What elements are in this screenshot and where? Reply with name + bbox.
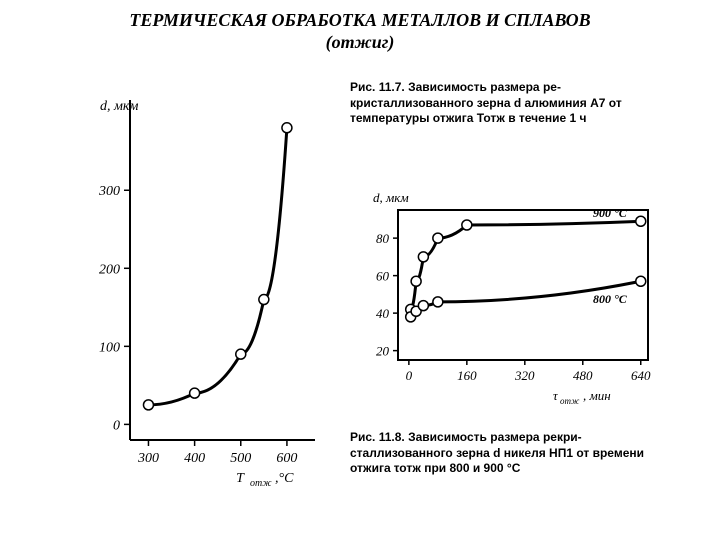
svg-text:, мин: , мин [583,388,611,403]
caption-fig-11-8: Рис. 11.8. Зависимость размера рекри­ста… [350,430,660,477]
left-chart: 0 100 200 300 300 400 500 600 d, мкм Tотж,°C [80,90,320,495]
svg-text:500: 500 [230,451,251,466]
svg-text:800 °C: 800 °C [593,292,628,306]
svg-text:отж: отж [250,478,272,489]
svg-text:600: 600 [276,451,297,466]
svg-text:0: 0 [113,418,120,433]
svg-text:0: 0 [406,368,413,383]
svg-text:400: 400 [184,451,205,466]
svg-text:,°C: ,°C [275,471,294,486]
right-chart-svg: 20 40 60 80 0 160 320 480 640 d, мкм τотж, мин 900 … [350,180,660,410]
svg-text:60: 60 [376,269,390,284]
svg-text:20: 20 [376,344,390,359]
svg-text:T: T [236,471,245,486]
page-title-line1: ТЕРМИЧЕСКАЯ ОБРАБОТКА МЕТАЛЛОВ И СПЛАВОВ [0,10,720,32]
svg-text:640: 640 [631,368,651,383]
svg-text:τ: τ [553,388,559,403]
svg-text:300: 300 [137,451,159,466]
svg-text:40: 40 [376,306,390,321]
svg-text:80: 80 [376,231,390,246]
page-title-line2: (отжиг) [0,32,720,54]
left-chart-svg: 0 100 200 300 300 400 500 600 d, мкм Tотж,°C [80,90,320,490]
svg-text:900 °C: 900 °C [593,206,628,220]
svg-text:d, мкм: d, мкм [100,99,138,114]
caption-fig-11-7: Рис. 11.7. Зависимость размера ре­криста… [350,80,650,127]
svg-text:160: 160 [457,368,477,383]
svg-text:300: 300 [98,184,120,199]
svg-text:отж: отж [560,396,580,406]
svg-text:d, мкм: d, мкм [373,190,409,205]
svg-text:200: 200 [99,262,120,277]
right-chart: 20 40 60 80 0 160 320 480 640 d, мкм τотж, мин 900 … [350,180,660,415]
svg-text:100: 100 [99,340,120,355]
svg-text:480: 480 [573,368,593,383]
svg-text:320: 320 [514,368,535,383]
